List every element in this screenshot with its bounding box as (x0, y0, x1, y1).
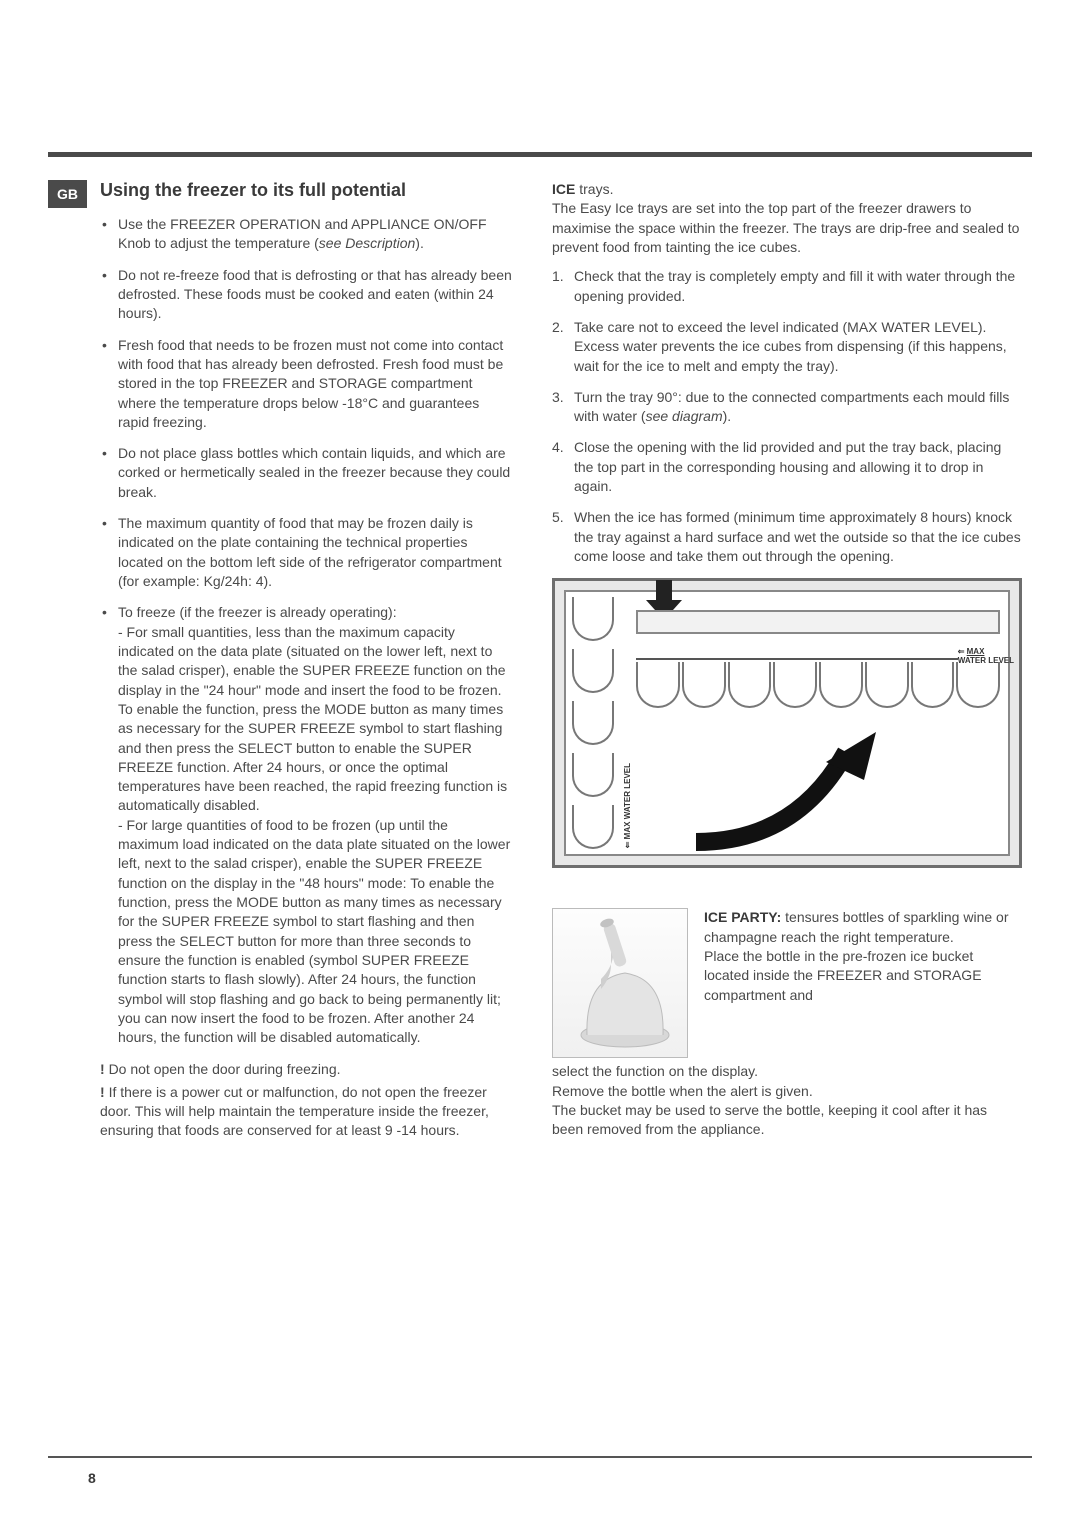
ice-party-section: ICE PARTY: tensures bottles of sparkling… (552, 908, 1022, 1058)
list-item: Use the FREEZER OPERATION and APPLIANCE … (100, 215, 512, 254)
freezer-tips-list: Use the FREEZER OPERATION and APPLIANCE … (100, 215, 512, 1048)
list-item: Turn the tray 90°: due to the connected … (552, 388, 1022, 427)
list-item: Do not place glass bottles which contain… (100, 444, 512, 502)
list-item: Close the opening with the lid provided … (552, 438, 1022, 496)
list-item: Fresh food that needs to be frozen must … (100, 336, 512, 433)
ice-tray-diagram: ⇐ MAXWATER LEVEL ⇐ MAX WATER LEVEL (552, 578, 1022, 868)
list-item: Do not re-freeze food that is defrosting… (100, 266, 512, 324)
bottom-rule (48, 1456, 1032, 1458)
curve-arrow-icon (676, 722, 876, 852)
ice-steps: Check that the tray is completely empty … (552, 267, 1022, 566)
page-number: 8 (88, 1470, 96, 1486)
left-column: Using the freezer to its full potential … (100, 180, 512, 1141)
content-columns: Using the freezer to its full potential … (58, 180, 1022, 1141)
list-item: When the ice has formed (minimum time ap… (552, 508, 1022, 566)
bottle-illustration (552, 908, 688, 1058)
ice-intro: The Easy Ice trays are set into the top … (552, 199, 1022, 257)
top-rule (48, 152, 1032, 157)
list-item: Take care not to exceed the level indica… (552, 318, 1022, 376)
ice-party-below-text: select the function on the display.Remov… (552, 1062, 1022, 1139)
list-item: Check that the tray is completely empty … (552, 267, 1022, 306)
section-title: Using the freezer to its full potential (100, 180, 512, 201)
ice-trays-heading: ICE trays. (552, 180, 1022, 199)
warning-line: ! If there is a power cut or malfunction… (100, 1083, 512, 1141)
ice-party-text: ICE PARTY: tensures bottles of sparkling… (704, 908, 1022, 1058)
right-column: ICE trays. The Easy Ice trays are set in… (552, 180, 1022, 1141)
warning-line: ! Do not open the door during freezing. (100, 1060, 512, 1079)
max-water-label-vertical: ⇐ MAX WATER LEVEL (624, 763, 633, 848)
list-item: The maximum quantity of food that may be… (100, 514, 512, 591)
list-item: To freeze (if the freezer is already ope… (100, 603, 512, 1047)
max-water-label-horizontal: ⇐ MAXWATER LEVEL (958, 648, 1014, 666)
